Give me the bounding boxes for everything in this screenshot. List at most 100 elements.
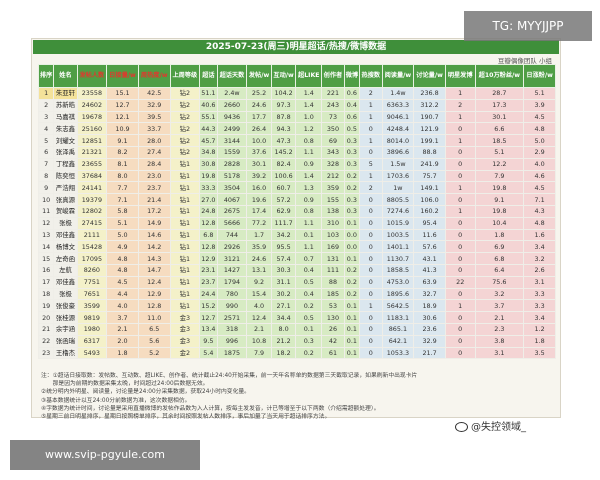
table-cell: 0 [444,311,476,324]
table-cell: 4 [37,122,55,136]
table-cell: 160.2 [413,204,446,218]
table-cell: 2 [444,98,476,112]
table-cell: 3.3 [523,299,556,313]
table-cell: 2.0 [106,334,139,348]
star-name: 邓佳鑫 [53,228,78,242]
table-cell: 312.2 [413,98,446,112]
table-cell: 8.0 [106,169,139,183]
note-line: ⑤星期三前日明星排序，星期日按照榜单排序，其余时间按照发帖人数排序，事后加量了当… [41,414,331,421]
table-cell: 0 [359,145,383,159]
table-cell: 24602 [76,98,108,112]
table-cell: 0.6 [343,110,361,124]
table-cell: 199.1 [413,134,446,147]
table-cell: 12.1 [106,110,139,124]
note-line: 那是因为前期的数据采集太晚，时间超过24:00后数据无效。 [41,381,209,388]
table-cell: 75.7 [413,169,446,183]
table-cell: 30.2 [270,287,297,301]
table-cell: 2.9 [523,145,556,159]
table-cell: 9819 [76,311,108,324]
table-cell: 32.9 [413,334,446,348]
table-cell: 7.1 [523,193,556,206]
table-cell: 73 [321,110,345,124]
table-cell: 0.2 [343,169,361,183]
table-cell: 87.8 [270,110,297,124]
table-cell: 1895.6 [381,287,415,301]
table-cell: 14.2 [137,240,171,254]
table-cell: 100.6 [270,169,297,183]
table-cell: 77.2 [246,216,272,230]
table-cell: 4.5 [106,275,139,289]
table-cell: 2571 [216,311,248,324]
column-header: 热搜数 [359,64,383,88]
table-cell: 121.9 [413,122,446,136]
table-cell: 63.9 [413,275,446,289]
table-cell: 5.1 [523,87,556,100]
table-cell: 0.1 [295,322,323,336]
table-cell: 18.9 [413,299,446,313]
table-cell: 1183.1 [381,311,415,324]
table-cell: 10.9 [106,122,139,136]
table-cell: 12851 [76,134,108,147]
table-cell: 0.3 [343,134,361,147]
table-cell: 7.9 [474,169,525,183]
table-cell: 16.0 [246,181,272,195]
table-cell: 4.5 [523,181,556,195]
table-cell: 0.1 [295,228,323,242]
table-cell: 0 [359,334,383,348]
table-row: 6 张泽禹 21321 8.2 27.4 钻2 34.8 1559 37.6 145.2 1.1 34… [37,145,556,159]
table-cell: 3.2 [523,252,556,265]
table-cell: 钻1 [169,263,201,277]
table-cell: 1.8 [523,334,556,348]
table-cell: 1.4 [295,98,323,112]
column-header: 讨论量/w [413,64,446,88]
table-cell: 2.6 [523,263,556,277]
table-cell: 5 [359,157,383,171]
tg-label: TG: MYYJJPP [464,11,592,41]
table-cell: 138 [321,204,345,218]
table-cell: 28.0 [137,134,171,147]
table-cell: 0.2 [343,287,361,301]
table-cell: 1003.5 [381,228,415,242]
table-row: 21 余宇涵 1980 2.1 6.5 金3 13.4 318 2.1 8.0 0.1 26 0.1 0 8… [37,322,556,336]
table-cell: 1.1 [295,145,323,159]
table-cell: 241.9 [413,157,446,171]
table-cell: 0.8 [295,134,323,147]
table-cell: 95.4 [413,216,446,230]
table-cell: 5.1 [106,216,139,230]
table-cell: 61 [321,346,345,360]
column-header: 阅读量/w [381,64,415,88]
table-cell: 1.2 [295,122,323,136]
table-cell: 24.6 [246,98,272,112]
table-row: 3 马嘉祺 19678 12.1 39.5 钻2 55.1 9436 17.7 87.8 1.0 73… [37,110,556,124]
table-cell: 0.3 [343,204,361,218]
table-cell: 钻1 [169,228,201,242]
table-cell: 0 [444,240,476,254]
table-cell: 钻1 [169,193,201,206]
column-header: 超LIKE [295,64,323,88]
table-cell: 1015.9 [381,216,415,230]
table-cell: 4.3 [523,204,556,218]
star-name: 左航 [53,263,78,277]
table-cell: 1.6 [523,228,556,242]
column-header: 周热度/w [137,64,171,88]
table-cell: 780 [216,287,248,301]
table-cell: 22 [37,334,55,348]
table-cell: 23655 [76,157,108,171]
table-cell: 190.7 [413,110,446,124]
table-cell: 6.8 [199,228,218,242]
star-name: 朱亚轩 [53,87,78,100]
table-cell: 0.6 [343,87,361,100]
table-cell: 17.4 [246,204,272,218]
table-cell: 0 [359,252,383,265]
table-cell: 10 [37,193,55,206]
table-row: 4 朱志鑫 25160 10.9 33.7 钻2 44.3 2499 26.4 94.3 1.2 35… [37,122,556,136]
table-cell: 5666 [216,216,248,230]
table-cell: 0.2 [295,299,323,313]
table-cell: 149.1 [413,181,446,195]
table-cell: 钻1 [169,216,201,230]
table-cell: 1 [359,169,383,183]
table-cell: 8805.5 [381,193,415,206]
table-cell: 15.4 [246,287,272,301]
table-cell: 14.3 [137,252,171,265]
footnotes: 注：①超话日接取数：发帖数、互动数、超LIKE、创作者、统计截止24:40开始采… [41,372,556,421]
